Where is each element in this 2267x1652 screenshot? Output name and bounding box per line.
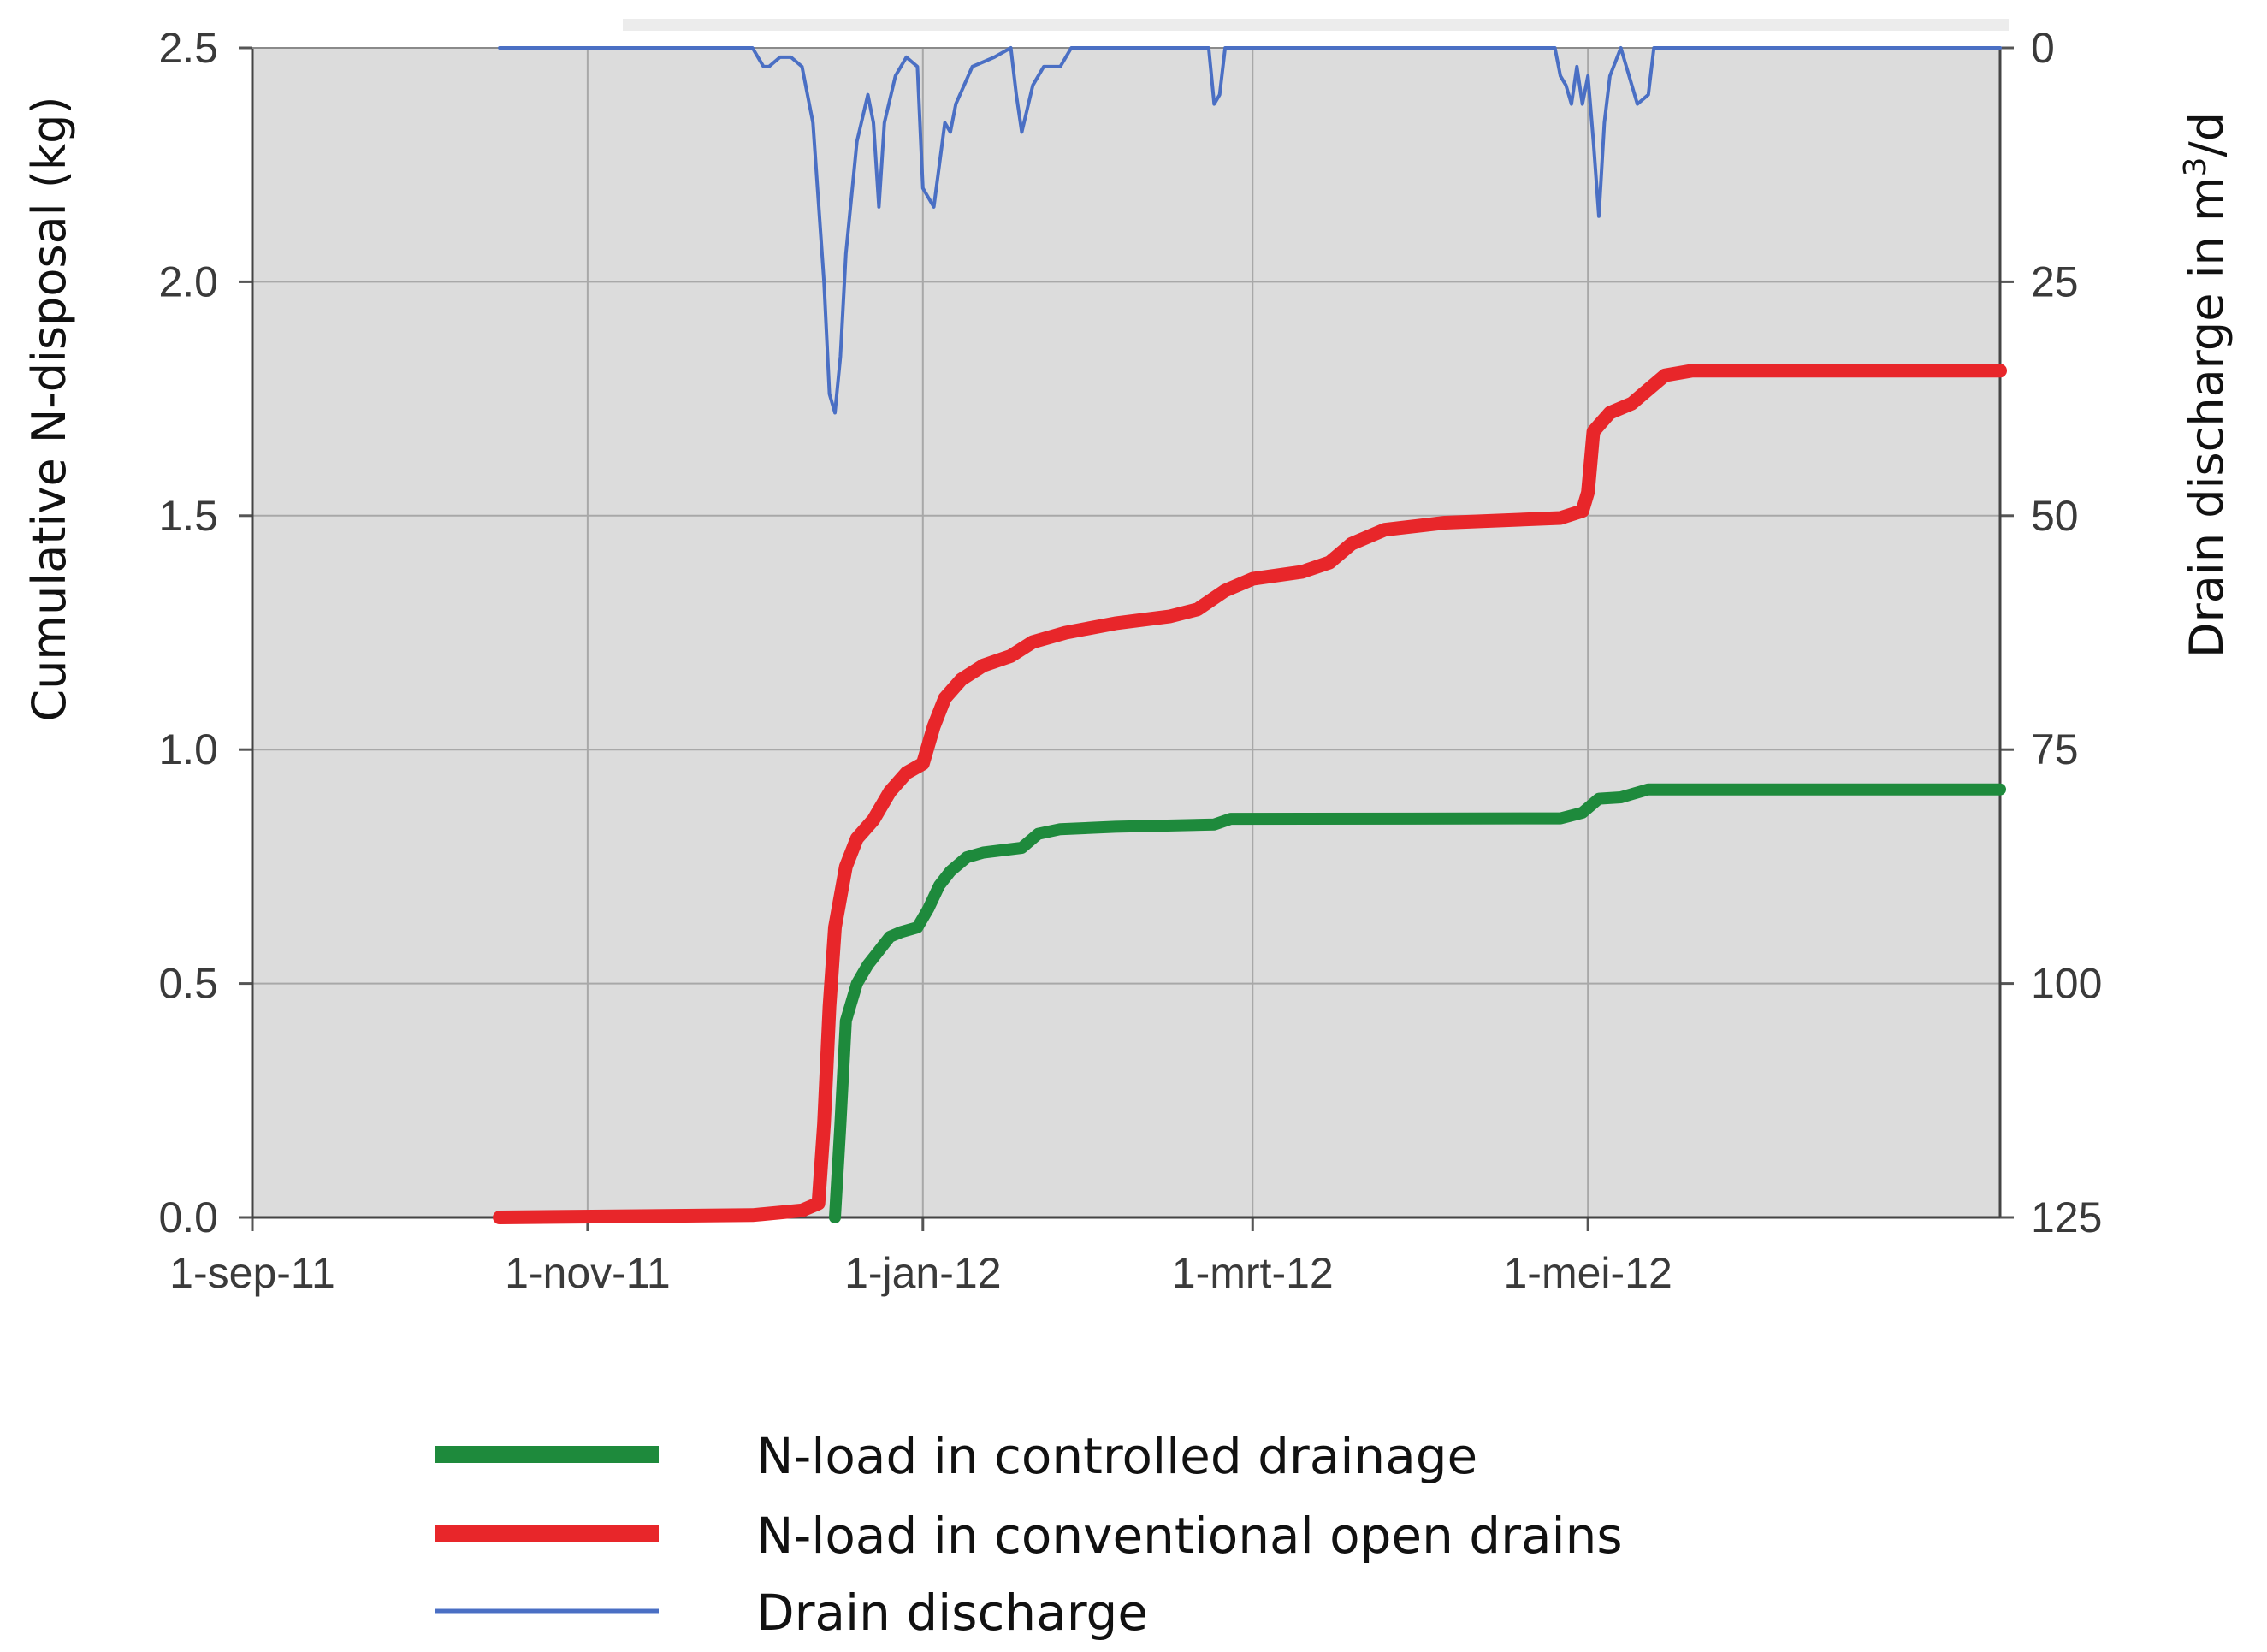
y2-tick-label: 25 bbox=[2031, 258, 2079, 305]
tick-labels: 1-sep-11 1-nov-11 1-jan-12 1-mrt-12 1-mei-12… bbox=[158, 24, 2102, 1297]
x-tick-label: 1-nov-11 bbox=[505, 1249, 671, 1297]
legend-label: N-load in conventional open drains bbox=[756, 1507, 1623, 1565]
legend-item: N-load in controlled drainage bbox=[435, 1427, 1477, 1485]
y2-axis-title: Drain discharge in m3/d bbox=[2178, 112, 2234, 658]
x-tick-label: 1-mei-12 bbox=[1504, 1249, 1672, 1297]
y-tick-label: 2.0 bbox=[158, 258, 218, 305]
x-tick-label: 1-jan-12 bbox=[844, 1249, 1001, 1297]
y-tick-label: 0.0 bbox=[158, 1193, 218, 1241]
series-layer bbox=[493, 46, 2007, 1224]
y-tick-label: 1.0 bbox=[158, 725, 218, 773]
x-tick-label: 1-mrt-12 bbox=[1172, 1249, 1334, 1297]
y-axis-title: Cumulative N-disposal (kg) bbox=[22, 96, 76, 721]
y2-tick-label: 50 bbox=[2031, 492, 2079, 540]
legend: N-load in controlled drainage N-load in … bbox=[435, 1427, 1623, 1642]
y-tick-label: 1.5 bbox=[158, 492, 218, 540]
y2-tick-label: 125 bbox=[2031, 1193, 2102, 1241]
y2-tick-label: 100 bbox=[2031, 960, 2102, 1008]
legend-label: Drain discharge bbox=[756, 1584, 1148, 1642]
legend-label: N-load in controlled drainage bbox=[756, 1427, 1477, 1485]
y-tick-label: 2.5 bbox=[158, 24, 218, 72]
legend-item: N-load in conventional open drains bbox=[435, 1507, 1623, 1565]
y2-tick-label: 0 bbox=[2031, 24, 2055, 72]
top-fade-strip bbox=[623, 19, 2009, 31]
legend-item: Drain discharge bbox=[435, 1584, 1148, 1642]
y-tick-label: 0.5 bbox=[158, 960, 218, 1008]
plot-area bbox=[252, 48, 2000, 1217]
x-tick-label: 1-sep-11 bbox=[169, 1249, 335, 1297]
series-line-controlled-drainage bbox=[829, 783, 2006, 1223]
y2-tick-label: 75 bbox=[2031, 725, 2079, 773]
series-line-drain-discharge bbox=[498, 46, 2002, 415]
series-line-conventional-drains bbox=[493, 364, 2007, 1224]
